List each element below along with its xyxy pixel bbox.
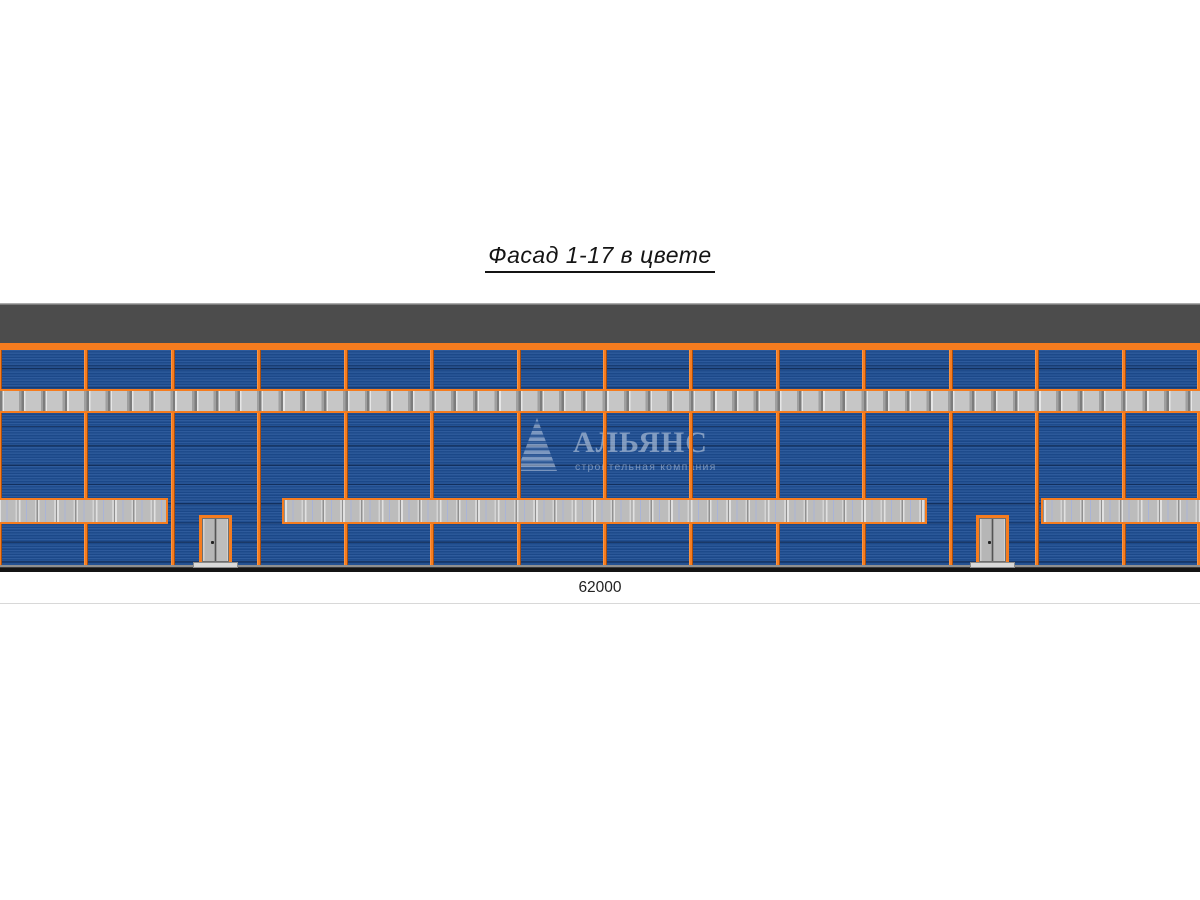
dimension-label: 62000 (578, 579, 622, 596)
column-axis-line (948, 350, 953, 565)
drawing-title: Фасад 1-17 в цвете (485, 242, 715, 273)
entrance-door (199, 515, 233, 565)
column-axis-line (257, 350, 262, 565)
wall-panels: АЛЬЯНС строительная компания (0, 350, 1200, 568)
column-axis-line (170, 350, 175, 565)
column-axis-line (0, 350, 2, 565)
column-axis-line (862, 350, 867, 565)
door-handle-icon (988, 541, 991, 544)
eave-orange-band (0, 343, 1200, 350)
pyramid-logo-icon (517, 418, 557, 471)
ribbon-window-band-lower (0, 498, 168, 524)
door-leaves (202, 518, 230, 562)
column-axis-line (516, 350, 521, 565)
entrance-door (976, 515, 1009, 565)
ribbon-window-band-lower (281, 498, 927, 524)
facade-elevation-drawing: АЛЬЯНС строительная компания (0, 303, 1200, 572)
column-axis-line (775, 350, 780, 565)
column-axis-line (343, 350, 348, 565)
door-handle-icon (211, 541, 215, 544)
ribbon-window-band-upper (0, 389, 1200, 413)
roof-parapet-band (0, 303, 1200, 343)
column-axis-line (1197, 350, 1200, 565)
column-axis-line (689, 350, 694, 565)
company-name: АЛЬЯНС (573, 426, 708, 459)
ribbon-window-band-lower (1040, 498, 1200, 524)
column-axis-line (84, 350, 89, 565)
dimension-line (0, 603, 1200, 604)
door-threshold (193, 562, 239, 568)
company-subtitle: строительная компания (575, 461, 717, 473)
door-threshold (970, 562, 1015, 568)
column-axis-line (1035, 350, 1040, 565)
column-axis-line (603, 350, 607, 565)
company-watermark: АЛЬЯНС строительная компания (517, 416, 715, 480)
door-leaves (979, 518, 1006, 562)
ground-line-band (0, 565, 1200, 572)
column-axis-line (1121, 350, 1126, 565)
page-title: Фасад 1-17 в цвете (0, 242, 1200, 273)
column-axis-line (430, 350, 435, 565)
